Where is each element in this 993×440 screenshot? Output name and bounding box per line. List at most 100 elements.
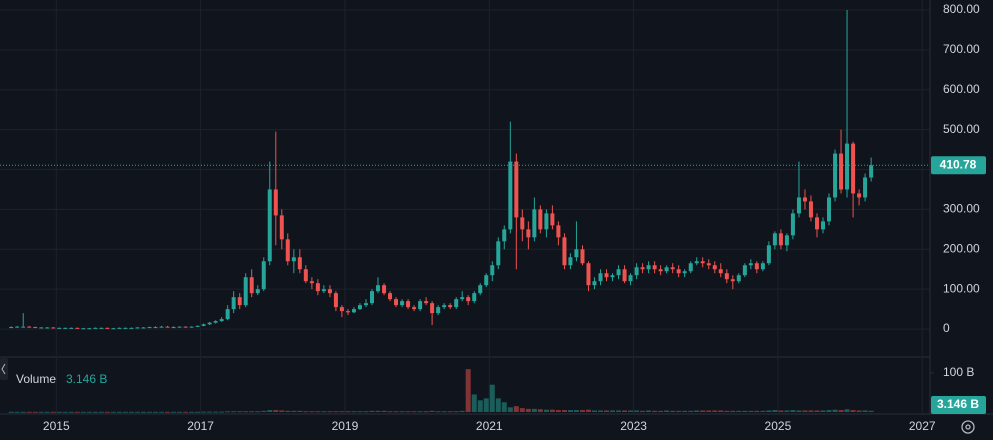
- volume-bar: [676, 410, 682, 412]
- candle-body: [784, 235, 789, 246]
- candle-body: [351, 309, 356, 313]
- volume-bar: [153, 411, 159, 413]
- candle-body: [442, 305, 447, 308]
- volume-bar: [610, 410, 616, 412]
- candle-body: [63, 327, 68, 329]
- volume-bar: [477, 400, 483, 412]
- candle-body: [460, 297, 465, 300]
- y-tick-label: 700.00: [943, 42, 980, 56]
- candle-body: [183, 326, 188, 328]
- volume-bar: [736, 410, 742, 412]
- last-volume-box: [931, 396, 986, 414]
- volume-bar: [237, 411, 243, 413]
- candle-body: [592, 281, 597, 286]
- candle-body: [15, 326, 20, 328]
- candle-body: [484, 275, 489, 286]
- candle-body: [634, 267, 639, 276]
- volume-bar: [375, 410, 381, 412]
- volume-bar: [50, 411, 56, 413]
- candle-body: [225, 309, 230, 320]
- volume-bar: [712, 410, 718, 412]
- volume-bar: [147, 411, 153, 413]
- volume-bar: [26, 411, 32, 413]
- volume-bar: [688, 410, 694, 412]
- candle-body: [550, 213, 555, 226]
- volume-bar: [718, 410, 724, 412]
- candle-body: [321, 289, 326, 292]
- volume-bar: [128, 411, 134, 413]
- volume-bar: [838, 410, 844, 412]
- volume-bar: [850, 410, 856, 412]
- candle-body: [327, 289, 332, 294]
- settings-icon: [961, 420, 975, 434]
- volume-bar: [537, 409, 543, 412]
- volume-bar: [549, 409, 555, 412]
- candle-body: [857, 193, 862, 198]
- volume-bar: [465, 369, 471, 412]
- x-tick-label: 2021: [476, 419, 503, 433]
- volume-bar: [796, 410, 802, 412]
- candle-body: [742, 265, 747, 276]
- candle-body: [532, 209, 537, 238]
- volume-bar: [640, 410, 646, 412]
- volume-bar: [363, 411, 369, 413]
- marks: [8, 9, 874, 413]
- volume-bar: [249, 411, 255, 413]
- volume-bar: [339, 411, 345, 413]
- candle-body: [273, 189, 278, 216]
- candle-body: [748, 263, 753, 266]
- volume-bar: [646, 410, 652, 412]
- volume-bar: [231, 411, 237, 413]
- candle-body: [640, 267, 645, 270]
- candle-body: [237, 297, 242, 306]
- candle-body: [448, 305, 453, 308]
- volume-bar: [207, 411, 213, 413]
- volume-bar: [628, 410, 634, 412]
- volume-bar: [225, 411, 231, 413]
- y-tick-label: 500.00: [943, 122, 980, 136]
- y-tick-label: 600.00: [943, 82, 980, 96]
- candle-body: [207, 322, 212, 325]
- volume-bar: [98, 411, 104, 413]
- volume-bar: [183, 411, 189, 413]
- candle-body: [171, 327, 176, 329]
- collapse-button[interactable]: [0, 358, 8, 380]
- x-tick-label: 2019: [332, 419, 359, 433]
- candle-body: [418, 301, 423, 310]
- volume-bar: [561, 410, 567, 412]
- candle-body: [141, 327, 146, 329]
- volume-bar: [778, 410, 784, 412]
- candle-body: [45, 327, 50, 329]
- volume-legend-name: Volume: [16, 372, 56, 386]
- volume-bar: [760, 410, 766, 412]
- candle-body: [526, 229, 531, 238]
- candle-body: [869, 165, 874, 178]
- candle-body: [712, 265, 717, 270]
- x-tick-label: 2017: [187, 419, 214, 433]
- volume-bar: [32, 411, 38, 413]
- volume-bar: [255, 411, 261, 413]
- candle-body: [802, 197, 807, 202]
- volume-bar: [110, 411, 116, 413]
- y-tick-label: 300.00: [943, 202, 980, 216]
- volume-bar: [267, 410, 273, 412]
- candle-body: [658, 269, 663, 272]
- candle-body: [718, 269, 723, 274]
- candle-body: [646, 265, 651, 270]
- volume-bar: [826, 410, 832, 412]
- candle-body: [87, 328, 92, 330]
- volume-bar: [766, 410, 772, 412]
- last-price-label: 410.78: [940, 157, 977, 171]
- candle-body: [51, 327, 56, 329]
- volume-bar: [694, 410, 700, 412]
- volume-bar: [616, 410, 622, 412]
- volume-bar: [345, 411, 351, 413]
- candle-body: [81, 328, 86, 330]
- settings-button[interactable]: [961, 420, 975, 434]
- volume-bar: [598, 410, 604, 412]
- candle-body: [562, 237, 567, 266]
- volume-bar: [567, 410, 573, 412]
- volume-bar: [808, 410, 814, 412]
- volume-tick-label: 100 B: [943, 365, 974, 379]
